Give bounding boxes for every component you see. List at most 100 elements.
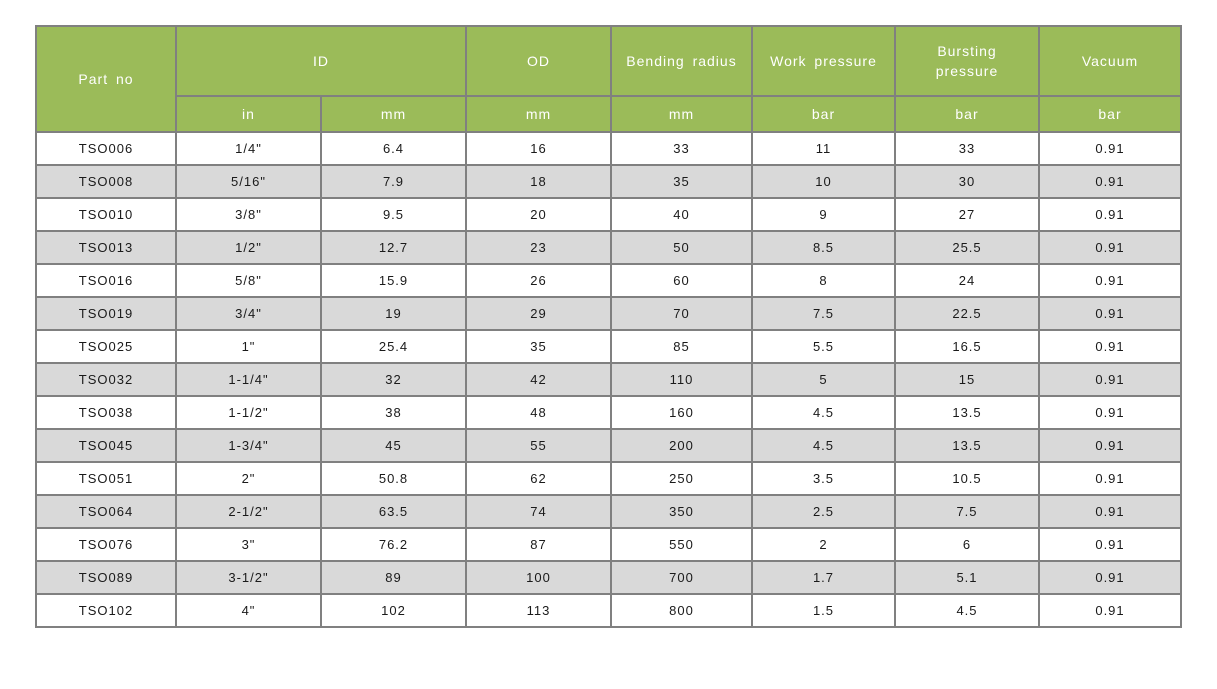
table-cell: 0.91 xyxy=(1038,527,1182,562)
part-no-cell: TSO013 xyxy=(35,230,177,265)
spec-table-container: Part no ID OD Bending radius Work pressu… xyxy=(35,25,1182,628)
table-row: TSO016 5/8" 15.9 26 60 8 24 0.91 xyxy=(35,263,1182,298)
table-cell: 63.5 xyxy=(320,494,467,529)
table-cell: 0.91 xyxy=(1038,362,1182,397)
table-cell: 40 xyxy=(610,197,753,232)
table-cell: 3" xyxy=(175,527,322,562)
table-header: Part no ID OD Bending radius Work pressu… xyxy=(35,25,1182,133)
table-cell: 29 xyxy=(465,296,612,331)
table-cell: 55 xyxy=(465,428,612,463)
table-row: TSO064 2-1/2" 63.5 74 350 2.5 7.5 0.91 xyxy=(35,494,1182,529)
table-cell: 15 xyxy=(894,362,1040,397)
table-cell: 25.5 xyxy=(894,230,1040,265)
table-cell: 160 xyxy=(610,395,753,430)
table-cell: 4.5 xyxy=(751,428,896,463)
table-cell: 30 xyxy=(894,164,1040,199)
header-row-units: in mm mm mm bar bar bar xyxy=(36,95,1182,133)
table-cell: 110 xyxy=(610,362,753,397)
table-cell: 1.5 xyxy=(751,593,896,628)
table-cell: 8.5 xyxy=(751,230,896,265)
table-cell: 13.5 xyxy=(894,428,1040,463)
table-cell: 4.5 xyxy=(894,593,1040,628)
table-cell: 0.91 xyxy=(1038,197,1182,232)
table-cell: 15.9 xyxy=(320,263,467,298)
table-cell: 113 xyxy=(465,593,612,628)
table-cell: 1" xyxy=(175,329,322,364)
unit-bursting-pressure-bar: bar xyxy=(894,95,1040,133)
table-cell: 50 xyxy=(610,230,753,265)
table-row: TSO019 3/4" 19 29 70 7.5 22.5 0.91 xyxy=(35,296,1182,331)
part-no-cell: TSO016 xyxy=(35,263,177,298)
table-cell: 35 xyxy=(610,164,753,199)
table-cell: 5/8" xyxy=(175,263,322,298)
table-cell: 800 xyxy=(610,593,753,628)
table-cell: 0.91 xyxy=(1038,494,1182,529)
table-cell: 3/8" xyxy=(175,197,322,232)
table-cell: 32 xyxy=(320,362,467,397)
table-cell: 100 xyxy=(465,560,612,595)
header-od: OD xyxy=(465,25,612,97)
table-cell: 22.5 xyxy=(894,296,1040,331)
table-cell: 18 xyxy=(465,164,612,199)
table-cell: 87 xyxy=(465,527,612,562)
table-row: TSO051 2" 50.8 62 250 3.5 10.5 0.91 xyxy=(35,461,1182,496)
table-cell: 550 xyxy=(610,527,753,562)
table-row: TSO102 4" 102 113 800 1.5 4.5 0.91 xyxy=(35,593,1182,628)
part-no-cell: TSO076 xyxy=(35,527,177,562)
table-cell: 5.1 xyxy=(894,560,1040,595)
table-cell: 12.7 xyxy=(320,230,467,265)
table-cell: 350 xyxy=(610,494,753,529)
table-cell: 13.5 xyxy=(894,395,1040,430)
table-cell: 7.9 xyxy=(320,164,467,199)
header-row-main: Part no ID OD Bending radius Work pressu… xyxy=(35,25,1182,133)
table-cell: 0.91 xyxy=(1038,461,1182,496)
table-cell: 16.5 xyxy=(894,329,1040,364)
table-cell: 24 xyxy=(894,263,1040,298)
table-cell: 1/2" xyxy=(175,230,322,265)
table-cell: 10 xyxy=(751,164,896,199)
header-bursting-pressure-text: Bursting pressure xyxy=(935,42,999,79)
table-cell: 2-1/2" xyxy=(175,494,322,529)
table-cell: 9 xyxy=(751,197,896,232)
table-cell: 7.5 xyxy=(894,494,1040,529)
table-cell: 2.5 xyxy=(751,494,896,529)
table-cell: 5/16" xyxy=(175,164,322,199)
part-no-cell: TSO089 xyxy=(35,560,177,595)
table-cell: 5 xyxy=(751,362,896,397)
table-row: TSO006 1/4" 6.4 16 33 11 33 0.91 xyxy=(35,131,1182,166)
part-no-cell: TSO051 xyxy=(35,461,177,496)
part-no-cell: TSO019 xyxy=(35,296,177,331)
table-cell: 1/4" xyxy=(175,131,322,166)
table-cell: 16 xyxy=(465,131,612,166)
table-cell: 0.91 xyxy=(1038,560,1182,595)
table-cell: 1-1/4" xyxy=(175,362,322,397)
table-cell: 4" xyxy=(175,593,322,628)
table-cell: 5.5 xyxy=(751,329,896,364)
table-cell: 6.4 xyxy=(320,131,467,166)
part-no-cell: TSO038 xyxy=(35,395,177,430)
spec-table: Part no ID OD Bending radius Work pressu… xyxy=(35,25,1182,628)
table-cell: 23 xyxy=(465,230,612,265)
table-cell: 8 xyxy=(751,263,896,298)
table-row: TSO010 3/8" 9.5 20 40 9 27 0.91 xyxy=(35,197,1182,232)
table-cell: 2 xyxy=(751,527,896,562)
table-cell: 700 xyxy=(610,560,753,595)
part-no-cell: TSO008 xyxy=(35,164,177,199)
table-cell: 4.5 xyxy=(751,395,896,430)
table-row: TSO038 1-1/2" 38 48 160 4.5 13.5 0.91 xyxy=(35,395,1182,430)
table-cell: 27 xyxy=(894,197,1040,232)
header-vacuum: Vacuum xyxy=(1038,25,1182,97)
table-row: TSO025 1" 25.4 35 85 5.5 16.5 0.91 xyxy=(35,329,1182,364)
table-cell: 35 xyxy=(465,329,612,364)
table-cell: 1-1/2" xyxy=(175,395,322,430)
table-body: TSO006 1/4" 6.4 16 33 11 33 0.91 TSO008 5/16" 7.9 1… xyxy=(35,131,1182,628)
table-cell: 42 xyxy=(465,362,612,397)
table-cell: 0.91 xyxy=(1038,296,1182,331)
table-cell: 200 xyxy=(610,428,753,463)
table-cell: 62 xyxy=(465,461,612,496)
part-no-cell: TSO102 xyxy=(35,593,177,628)
table-cell: 3/4" xyxy=(175,296,322,331)
header-bursting-pressure: Bursting pressure xyxy=(894,25,1040,97)
table-cell: 38 xyxy=(320,395,467,430)
